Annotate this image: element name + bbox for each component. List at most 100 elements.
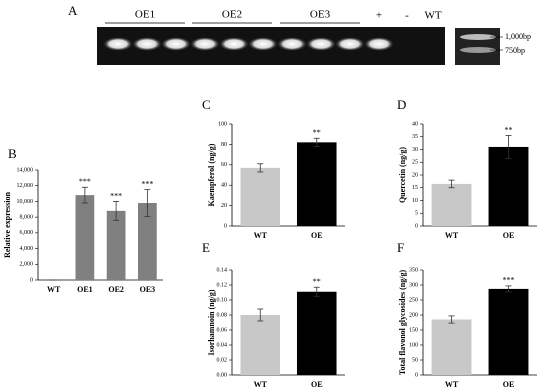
significance: *** bbox=[79, 177, 91, 186]
y-tick-label: 350 bbox=[409, 267, 418, 273]
y-axis-label: Quercetin (ng/g) bbox=[398, 147, 407, 203]
y-axis-label: Relative expression bbox=[3, 192, 12, 258]
y-tick-label: 10 bbox=[412, 198, 418, 204]
x-tick-label: OE bbox=[311, 231, 323, 240]
y-tick-label: 0.10 bbox=[217, 297, 228, 303]
y-tick-label: 100 bbox=[218, 121, 227, 127]
y-tick-label: 150 bbox=[409, 327, 418, 333]
panel-label: D bbox=[397, 97, 406, 112]
bar bbox=[138, 203, 157, 280]
y-tick-label: 20 bbox=[221, 203, 227, 209]
bar bbox=[296, 291, 337, 375]
y-tick-label: 60 bbox=[221, 162, 227, 168]
x-tick-label: WT bbox=[445, 380, 459, 389]
bar bbox=[488, 146, 529, 226]
y-tick-label: 0 bbox=[30, 277, 33, 283]
gel-band bbox=[103, 37, 133, 51]
y-tick-label: 10,000 bbox=[17, 199, 34, 205]
x-tick-label: OE bbox=[503, 231, 515, 240]
x-tick-label: WT bbox=[254, 380, 268, 389]
significance: ** bbox=[505, 125, 513, 134]
y-tick-label: 80 bbox=[221, 142, 227, 148]
y-axis-label: Isorhamnoin (ng/g) bbox=[207, 289, 216, 355]
y-tick-label: 0.08 bbox=[217, 312, 228, 318]
bar bbox=[296, 142, 337, 226]
gel-band bbox=[306, 37, 336, 51]
y-tick-label: 100 bbox=[409, 342, 418, 348]
panel-label: F bbox=[397, 240, 404, 255]
x-tick-label: OE2 bbox=[108, 285, 124, 294]
significance: ** bbox=[313, 277, 321, 286]
panel-label: C bbox=[202, 97, 211, 112]
gel-band bbox=[132, 37, 162, 51]
bar bbox=[240, 167, 281, 226]
bar bbox=[431, 319, 472, 375]
y-tick-label: 2,000 bbox=[20, 262, 34, 268]
x-tick-label: WT bbox=[47, 285, 61, 294]
y-tick-label: 0 bbox=[415, 372, 418, 378]
bar bbox=[488, 288, 529, 375]
lane-label: - bbox=[405, 10, 409, 22]
y-tick-label: 30 bbox=[412, 147, 418, 153]
lane-group-label: OE2 bbox=[222, 9, 242, 21]
y-tick-label: 0.12 bbox=[217, 282, 228, 288]
x-tick-label: WT bbox=[254, 231, 268, 240]
gel-band bbox=[248, 37, 278, 51]
x-tick-label: WT bbox=[445, 231, 459, 240]
bar bbox=[75, 195, 95, 280]
y-tick-label: 0.00 bbox=[217, 372, 228, 378]
y-tick-label: 0.02 bbox=[217, 357, 228, 363]
lane-label: + bbox=[376, 10, 382, 22]
lane-group-label: OE3 bbox=[310, 9, 331, 21]
y-tick-label: 15 bbox=[412, 185, 418, 191]
x-tick-label: OE bbox=[311, 380, 323, 389]
gel-band bbox=[190, 37, 220, 51]
bar bbox=[431, 183, 472, 226]
marker-gel bbox=[455, 28, 500, 65]
y-axis-label: Kaempferol (ng/g) bbox=[207, 143, 216, 206]
x-tick-label: OE1 bbox=[77, 285, 93, 294]
lane-label: WT bbox=[424, 10, 441, 22]
panel-label: E bbox=[202, 240, 210, 255]
y-tick-label: 4,000 bbox=[20, 246, 34, 252]
y-tick-label: 250 bbox=[409, 297, 418, 303]
panel-label: A bbox=[68, 3, 78, 18]
marker-label: 750bp bbox=[505, 46, 525, 55]
y-tick-label: 8,000 bbox=[20, 215, 34, 221]
y-tick-label: 0 bbox=[415, 223, 418, 229]
y-tick-label: 25 bbox=[412, 160, 418, 166]
significance: *** bbox=[141, 179, 153, 188]
significance: ** bbox=[313, 128, 321, 137]
marker-band bbox=[460, 47, 496, 53]
y-tick-label: 0.04 bbox=[217, 342, 228, 348]
y-tick-label: 35 bbox=[412, 134, 418, 140]
y-tick-label: 20 bbox=[412, 172, 418, 178]
bar bbox=[240, 315, 281, 375]
significance: *** bbox=[110, 191, 122, 200]
y-tick-label: 0 bbox=[224, 223, 227, 229]
y-tick-label: 50 bbox=[412, 357, 418, 363]
gel-band bbox=[335, 37, 365, 51]
marker-label: 1,000bp bbox=[505, 32, 531, 41]
y-tick-label: 0.06 bbox=[217, 327, 228, 333]
y-tick-label: 40 bbox=[221, 183, 227, 189]
y-tick-label: 14,000 bbox=[17, 167, 34, 173]
y-axis-label: Total flavonol glycosides (ng/g) bbox=[398, 270, 407, 376]
y-tick-label: 0.14 bbox=[217, 267, 228, 273]
gel-band bbox=[219, 37, 249, 51]
gel-band bbox=[161, 37, 191, 51]
y-tick-label: 6,000 bbox=[20, 230, 34, 236]
gel-band bbox=[277, 37, 307, 51]
bar bbox=[106, 210, 126, 280]
y-tick-label: 200 bbox=[409, 312, 418, 318]
y-tick-label: 5 bbox=[415, 211, 418, 217]
y-tick-label: 12,000 bbox=[17, 183, 34, 189]
x-tick-label: OE bbox=[503, 380, 515, 389]
gel-band bbox=[364, 37, 394, 51]
significance: *** bbox=[503, 276, 515, 285]
y-tick-label: 40 bbox=[412, 121, 418, 127]
panel-label: B bbox=[8, 146, 17, 161]
lane-group-label: OE1 bbox=[135, 9, 155, 21]
x-tick-label: OE3 bbox=[140, 285, 156, 294]
